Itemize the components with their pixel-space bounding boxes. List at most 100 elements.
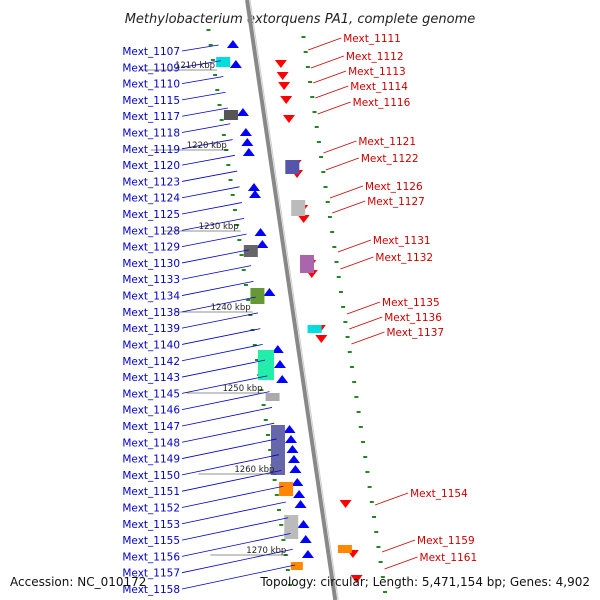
left-gene-label: Mext_1138 bbox=[122, 307, 180, 319]
forward-gene-arrow bbox=[283, 425, 296, 433]
right-leader-line bbox=[308, 37, 342, 51]
gene-features bbox=[216, 40, 363, 583]
right-gene-label: Mext_1126 bbox=[365, 181, 423, 193]
left-gene-label: Mext_1146 bbox=[122, 405, 180, 417]
left-leader-line bbox=[181, 454, 279, 476]
forward-gene-arrow bbox=[276, 375, 289, 383]
left-leader-line bbox=[181, 76, 224, 85]
left-gene-label: Mext_1151 bbox=[122, 486, 180, 498]
gene-box-striped bbox=[300, 255, 315, 273]
left-leader-line bbox=[181, 375, 268, 394]
left-gene-label: Mext_1145 bbox=[122, 388, 180, 400]
forward-gene-arrow bbox=[247, 183, 260, 191]
reverse-gene-arrow bbox=[276, 72, 289, 80]
gene-box-mint bbox=[257, 350, 274, 380]
right-gene-label: Mext_1131 bbox=[373, 235, 431, 247]
kbp-label: 1220 kbp bbox=[187, 141, 227, 151]
forward-gene-arrow bbox=[287, 455, 300, 463]
left-gene-label: Mext_1152 bbox=[122, 502, 180, 514]
left-gene-label: Mext_1130 bbox=[122, 258, 180, 270]
label-leader-lines bbox=[181, 37, 418, 590]
forward-gene-arrow bbox=[239, 128, 252, 136]
right-gene-label: Mext_1111 bbox=[343, 33, 401, 45]
kbp-label: 1210 kbp bbox=[175, 61, 215, 71]
kbp-label: 1240 kbp bbox=[211, 303, 251, 313]
left-leader-line bbox=[181, 280, 254, 296]
right-leader-line bbox=[337, 239, 372, 253]
left-leader-line bbox=[181, 170, 238, 182]
gene-box-cyan bbox=[216, 57, 231, 67]
left-gene-label: Mext_1118 bbox=[122, 128, 180, 140]
right-leader-line bbox=[384, 556, 418, 570]
left-gene-label: Mext_1139 bbox=[122, 323, 180, 335]
left-gene-label: Mext_1128 bbox=[122, 225, 180, 237]
right-gene-label: Mext_1137 bbox=[386, 327, 444, 339]
left-leader-line bbox=[181, 407, 273, 427]
left-leader-line bbox=[181, 501, 286, 525]
gene-box-green bbox=[250, 288, 265, 304]
left-gene-label: Mext_1129 bbox=[122, 242, 180, 254]
left-gene-label: Mext_1143 bbox=[122, 372, 180, 384]
gene-box-orange bbox=[337, 545, 352, 553]
right-gene-label: Mext_1135 bbox=[382, 297, 440, 309]
left-leader-line bbox=[181, 139, 233, 150]
kbp-label: 1270 kbp bbox=[246, 546, 286, 556]
left-gene-label: Mext_1124 bbox=[122, 193, 180, 205]
gene-box-dark bbox=[243, 245, 258, 257]
left-gene-label: Mext_1148 bbox=[122, 437, 180, 449]
forward-gene-arrow bbox=[242, 148, 255, 156]
reverse-gene-arrow bbox=[274, 60, 287, 68]
left-gene-label: Mext_1133 bbox=[122, 274, 180, 286]
kbp-label: 1260 kbp bbox=[234, 465, 274, 475]
left-leader-line bbox=[181, 391, 270, 411]
forward-gene-arrow bbox=[226, 40, 239, 48]
gene-labels: Mext_1107 Mext_1109 Mext_1110 Mext_1115 Mext… bbox=[122, 33, 477, 596]
left-gene-label: Mext_1123 bbox=[122, 176, 180, 188]
right-leader-line bbox=[349, 316, 383, 330]
left-leader-line bbox=[181, 328, 261, 345]
forward-gene-arrow bbox=[289, 465, 302, 473]
left-gene-label: Mext_1115 bbox=[122, 95, 180, 107]
gene-box-orange bbox=[290, 562, 303, 570]
forward-gene-arrow bbox=[256, 240, 269, 248]
forward-gene-arrow bbox=[285, 435, 298, 443]
left-leader-line bbox=[181, 422, 275, 443]
gene-box-grey bbox=[291, 200, 306, 216]
right-leader-line bbox=[381, 539, 416, 553]
left-leader-line bbox=[181, 296, 256, 313]
right-leader-line bbox=[310, 55, 345, 69]
reverse-gene-arrow bbox=[282, 115, 295, 123]
right-gene-label: Mext_1113 bbox=[348, 66, 406, 78]
left-leader-line bbox=[181, 564, 296, 590]
reverse-gene-arrow bbox=[339, 500, 352, 508]
right-gene-label: Mext_1122 bbox=[361, 153, 419, 165]
left-gene-label: Mext_1109 bbox=[122, 62, 180, 74]
forward-gene-arrow bbox=[291, 478, 304, 486]
left-gene-label: Mext_1140 bbox=[122, 339, 180, 351]
backbone-line bbox=[245, 0, 338, 600]
gene-box-orange bbox=[279, 482, 294, 496]
right-leader-line bbox=[323, 140, 357, 154]
accession-text: Accession: NC_010172 bbox=[10, 575, 146, 589]
reverse-gene-arrow bbox=[280, 96, 293, 104]
right-gene-label: Mext_1159 bbox=[417, 535, 475, 547]
left-gene-label: Mext_1157 bbox=[122, 568, 180, 580]
left-gene-label: Mext_1150 bbox=[122, 470, 180, 482]
left-gene-label: Mext_1107 bbox=[122, 46, 180, 58]
forward-gene-arrow bbox=[297, 520, 310, 528]
kbp-markers: 1210 kbp 1220 kbp 1230 kbp 1240 kbp 1250 kbp… bbox=[139, 61, 289, 556]
gene-box-cyan bbox=[307, 325, 322, 333]
left-leader-line bbox=[181, 91, 226, 101]
left-leader-line bbox=[181, 44, 219, 52]
forward-gene-arrow bbox=[271, 345, 284, 353]
left-leader-line bbox=[181, 202, 242, 215]
left-gene-label: Mext_1117 bbox=[122, 111, 180, 123]
gene-box-dark bbox=[223, 110, 238, 120]
gene-box-grey bbox=[265, 393, 280, 401]
right-gene-label: Mext_1136 bbox=[384, 312, 442, 324]
forward-gene-arrow bbox=[263, 288, 276, 296]
forward-gene-arrow bbox=[286, 445, 299, 453]
left-leader-line bbox=[181, 265, 252, 280]
right-leader-line bbox=[351, 331, 385, 345]
